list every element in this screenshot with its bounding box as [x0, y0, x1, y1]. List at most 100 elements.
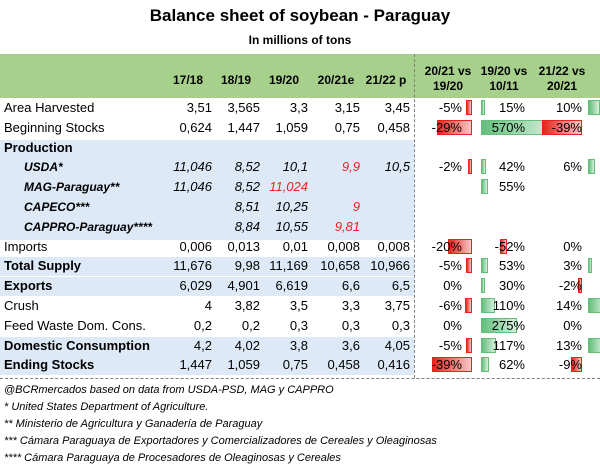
table-cell: 1,059 — [275, 119, 308, 135]
table-divider-horizontal — [0, 378, 600, 379]
table-cell: 0,008 — [377, 238, 410, 254]
change-bar — [481, 159, 487, 175]
table-cell: 4,05 — [384, 337, 410, 353]
change-value: 117% — [492, 337, 525, 353]
change-bar — [466, 100, 472, 115]
row-band — [0, 257, 414, 277]
change-value: 15% — [498, 100, 525, 115]
table-cell: 0,3 — [341, 317, 360, 333]
table-cell: 6,029 — [179, 278, 212, 294]
change-bar — [588, 258, 592, 274]
row-label: USDA* — [24, 160, 63, 175]
change-bar — [588, 337, 600, 353]
row-label: CAPPRO-Paraguay**** — [24, 219, 153, 234]
row-label: Area Harvested — [4, 100, 95, 115]
footnote-capeco: *** Cámara Paraguaya de Exportadores y C… — [4, 435, 437, 447]
table-cell: 8,52 — [234, 159, 260, 175]
table-cell: 4,2 — [193, 337, 212, 353]
change-value: 55% — [498, 179, 525, 195]
production-band — [0, 140, 414, 240]
table-cell: 0,006 — [179, 238, 212, 254]
row-label: Crush — [4, 298, 39, 313]
table-cell: 9 — [352, 199, 360, 214]
change-value: 570% — [491, 119, 525, 135]
change-value: 0% — [563, 238, 582, 254]
table-cell: 10,658 — [320, 258, 360, 274]
change-bar — [481, 100, 485, 115]
table-cell: 0,75 — [282, 357, 308, 373]
table-cell: 9,98 — [234, 258, 260, 274]
row-label: Feed Waste Dom. Cons. — [4, 317, 146, 333]
change-value: -5% — [438, 100, 462, 115]
table-cell: 3,565 — [227, 100, 260, 115]
row-label: Exports — [4, 278, 53, 294]
table-cell: 0,2 — [193, 317, 212, 333]
change-bar — [588, 298, 600, 313]
row-label: Total Supply — [4, 258, 82, 274]
table-cell: 0,458 — [327, 357, 360, 373]
change-bar — [481, 258, 488, 274]
table-cell: 0,2 — [241, 317, 260, 333]
table-cell: 10,1 — [282, 159, 308, 175]
change-value: 42% — [498, 159, 525, 175]
change-value: 62% — [498, 357, 525, 373]
table-cell: 1,447 — [179, 357, 212, 373]
table-cell: 11,169 — [269, 258, 308, 274]
row-label: Ending Stocks — [4, 357, 95, 373]
row-label: Beginning Stocks — [4, 119, 105, 135]
change-bar — [437, 119, 472, 135]
change-bar — [468, 159, 472, 175]
table-cell: 0,458 — [377, 119, 410, 135]
change-bar — [588, 159, 596, 175]
change-value: -5% — [438, 337, 462, 353]
table-cell: 3,75 — [384, 298, 410, 313]
change-value: 30% — [498, 278, 525, 294]
row-band — [0, 356, 414, 376]
table-cell: 0,01 — [282, 238, 308, 254]
column-header: 18/19 — [220, 73, 252, 87]
table-cell: 11,046 — [173, 179, 212, 195]
table-cell: 3,45 — [384, 100, 410, 115]
table-cell: 10,966 — [370, 258, 410, 274]
change-value: 6% — [563, 159, 582, 175]
table-cell: 10,55 — [275, 218, 308, 234]
change-column-header: 20/21 vs 19/20 — [424, 64, 472, 93]
table-cell: 3,51 — [186, 100, 212, 115]
row-band — [0, 336, 414, 356]
change-value: 0% — [563, 317, 582, 333]
change-value: -2% — [558, 278, 582, 294]
change-value: -29% — [431, 119, 462, 135]
page-title: Balance sheet of soybean - Paraguay — [149, 6, 451, 25]
column-header: 17/18 — [172, 73, 204, 87]
change-bar — [578, 278, 582, 294]
row-label: Production — [4, 139, 73, 155]
row-label: Imports — [4, 238, 48, 254]
footnote-usda: * United States Department of Agricultur… — [4, 401, 209, 413]
column-header: 19/20 — [268, 73, 300, 87]
change-value: -6% — [438, 298, 462, 313]
footnote-mag: ** Ministerio de Agricultura y Ganadería… — [4, 418, 263, 430]
table-cell: 6,619 — [275, 278, 308, 294]
row-band — [0, 277, 414, 297]
table-cell: 8,84 — [234, 218, 260, 234]
page-subtitle: In millions of tons — [248, 33, 352, 47]
table-cell: 9,9 — [341, 159, 360, 175]
footnotes: @BCRmercados based on data from USDA-PSD… — [4, 382, 600, 467]
change-value: -20% — [431, 238, 462, 254]
change-value: 275% — [491, 317, 525, 333]
table-cell: 10,5 — [384, 159, 410, 175]
table-cell: 0,416 — [377, 357, 410, 373]
table-cell: 8,51 — [234, 199, 260, 214]
table-cell: 3,15 — [334, 100, 360, 115]
table-cell: 3,3 — [289, 100, 308, 115]
column-header: 20/21e — [317, 73, 355, 87]
change-bar — [481, 179, 489, 195]
change-bar — [481, 298, 496, 313]
table-cell: 11,024 — [269, 179, 308, 195]
table-cell: 4 — [204, 298, 212, 313]
change-value: 53% — [498, 258, 525, 274]
change-bar — [481, 357, 490, 373]
change-value: -52% — [494, 238, 525, 254]
change-value: -9% — [558, 357, 582, 373]
change-value: -5% — [438, 258, 462, 274]
